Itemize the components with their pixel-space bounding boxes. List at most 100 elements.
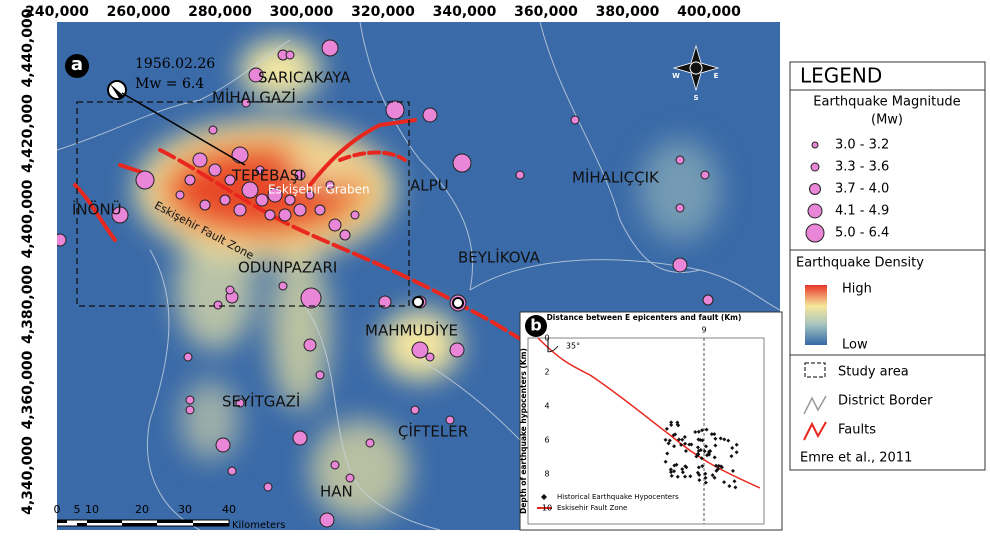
event-pointer bbox=[121, 92, 246, 166]
hypocenter bbox=[702, 449, 707, 454]
study-area bbox=[76, 101, 410, 307]
x-coord-label: 400,000 bbox=[677, 4, 741, 20]
hypocenter bbox=[712, 432, 717, 437]
magnitude-key bbox=[805, 223, 825, 243]
earthquake bbox=[227, 466, 237, 476]
x-coord-label: 320,000 bbox=[351, 4, 415, 20]
density-title: Earthquake Density bbox=[796, 256, 924, 271]
earthquake bbox=[445, 415, 455, 425]
hypocenter bbox=[680, 437, 685, 442]
hypocenter bbox=[722, 437, 727, 442]
earthquake bbox=[208, 163, 222, 177]
inset-legend: Eskisehir Fault Zone bbox=[557, 504, 627, 512]
earthquake bbox=[339, 229, 351, 241]
x-coord-label: 360,000 bbox=[514, 4, 578, 20]
hypocenter bbox=[669, 420, 674, 425]
inset-legend: Historical Earthquake Hypocenters bbox=[557, 493, 679, 501]
magnitude-label: 5.0 - 6.4 bbox=[835, 226, 889, 241]
hypocenter bbox=[712, 475, 717, 480]
hypocenter bbox=[663, 459, 668, 464]
legend-subtitle: Earthquake Magnitude bbox=[813, 95, 960, 110]
inset-title: Distance between E epicenters and fault … bbox=[547, 313, 742, 322]
earthquake bbox=[365, 438, 375, 448]
inset bbox=[519, 311, 783, 531]
district-borders bbox=[57, 22, 780, 530]
legend-item: Study area bbox=[838, 365, 909, 380]
earthquake bbox=[192, 152, 208, 168]
earthquake bbox=[570, 115, 580, 125]
earthquake bbox=[378, 295, 392, 309]
hypocenter bbox=[734, 442, 739, 447]
hypocenter bbox=[693, 430, 698, 435]
magnitude-key bbox=[809, 183, 821, 195]
earthquake bbox=[208, 125, 218, 135]
panel-label: a bbox=[71, 54, 83, 75]
place-label: SARICAKAYA bbox=[258, 69, 351, 87]
density-high: High bbox=[842, 282, 872, 297]
hypocenter bbox=[669, 473, 674, 478]
earthquake bbox=[215, 437, 231, 453]
scale-tick: 10 bbox=[85, 503, 99, 516]
earthquake bbox=[294, 169, 306, 181]
legend-title: LEGEND bbox=[800, 64, 882, 88]
hypocenter bbox=[722, 480, 727, 485]
hypocenter bbox=[700, 428, 705, 433]
earthquake bbox=[292, 430, 308, 446]
x-coord-label: 240,000 bbox=[25, 4, 89, 20]
y-coord-label: 4,400,000 bbox=[20, 179, 36, 258]
place-label: ODUNPAZARI bbox=[238, 259, 337, 277]
earthquake bbox=[284, 194, 296, 206]
hypocenter bbox=[729, 454, 734, 459]
earthquake bbox=[263, 482, 273, 492]
scale-tick: 0 bbox=[54, 503, 61, 516]
x-coord-label: 340,000 bbox=[433, 4, 497, 20]
place-label: Eskişehir Graben bbox=[268, 183, 370, 197]
hypocenter bbox=[698, 438, 703, 443]
earthquake bbox=[325, 180, 335, 190]
earthquake bbox=[183, 352, 193, 362]
earthquake bbox=[285, 50, 295, 60]
hypocenter bbox=[697, 478, 702, 483]
earthquake bbox=[255, 165, 265, 175]
earthquake bbox=[235, 398, 245, 408]
place-label: MAHMUDİYE bbox=[365, 321, 458, 340]
hypocenter bbox=[666, 441, 671, 446]
hypocenter bbox=[682, 434, 687, 439]
hypocenter bbox=[669, 423, 674, 428]
hypocenter bbox=[718, 436, 723, 441]
hypocenter bbox=[668, 467, 673, 472]
scale-tick: 20 bbox=[135, 503, 149, 516]
earthquake bbox=[175, 190, 185, 200]
inset-y-tick: 6 bbox=[544, 436, 549, 445]
place-label: HAN bbox=[320, 483, 353, 501]
inset-y-tick: 8 bbox=[544, 470, 549, 479]
map bbox=[57, 22, 780, 530]
y-coord-label: 4,420,000 bbox=[20, 94, 36, 173]
inset-y-tick: 4 bbox=[544, 402, 549, 411]
earthquake bbox=[264, 209, 276, 221]
hypocenter bbox=[703, 475, 708, 480]
place-label: TEPEBAŞI bbox=[231, 167, 304, 185]
hypocenter bbox=[699, 456, 704, 461]
fault-key bbox=[803, 421, 827, 441]
hypocenter bbox=[695, 445, 700, 450]
hypocenter bbox=[713, 436, 718, 441]
hypocenter bbox=[696, 465, 701, 470]
legend-subtitle-unit: (Mw) bbox=[871, 113, 903, 128]
density-low: Low bbox=[842, 338, 868, 353]
place-label: BEYLİKOVA bbox=[458, 248, 541, 267]
hypocenter bbox=[707, 452, 712, 457]
earthquake bbox=[185, 395, 195, 405]
earthquake bbox=[293, 203, 307, 217]
hypocenter bbox=[672, 444, 677, 449]
earthquake bbox=[225, 285, 235, 295]
hypocenter bbox=[734, 450, 739, 455]
earthquake bbox=[241, 98, 251, 108]
earthquake bbox=[345, 473, 355, 483]
x-coord-label: 380,000 bbox=[596, 4, 660, 20]
place-label: MİHALIÇÇIK bbox=[572, 168, 660, 187]
hypocenter bbox=[727, 484, 732, 489]
hypocenter bbox=[668, 470, 673, 475]
event-magnitude: Mw = 6.4 bbox=[135, 76, 204, 92]
